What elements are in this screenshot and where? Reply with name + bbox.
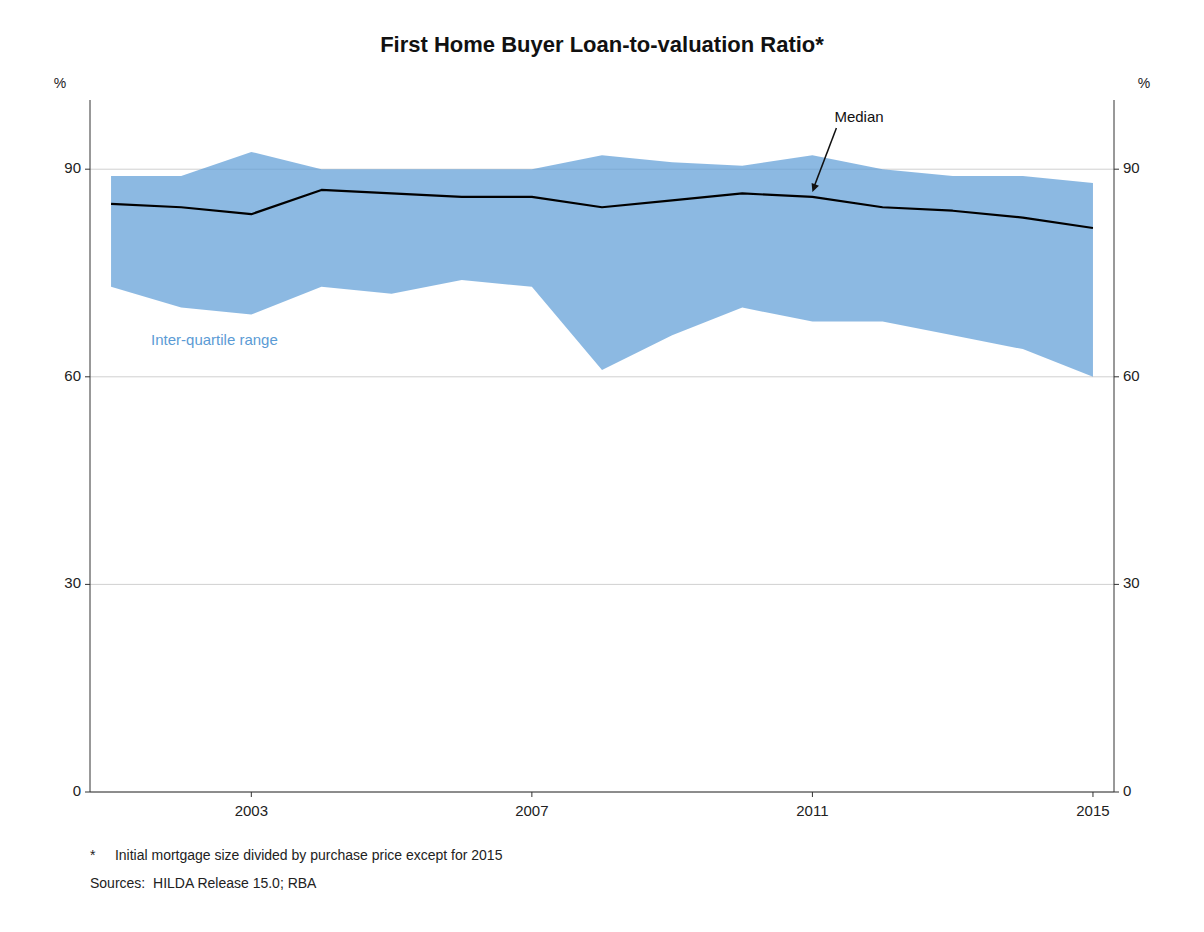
x-tick-label: 2003 (235, 802, 268, 819)
footnote: Sources: HILDA Release 15.0; RBA (90, 875, 317, 891)
median-annotation: Median (834, 108, 883, 125)
page: {"chart_data": { "type": "line", "title"… (0, 0, 1204, 932)
y2-axis-line (1114, 100, 1115, 792)
y-tick (85, 584, 90, 585)
footnote: * Initial mortgage size divided by purch… (90, 847, 503, 863)
annotation-arrow (814, 128, 836, 186)
y-axis-label: % (54, 75, 66, 91)
y2-tick-label: 0 (1123, 782, 1131, 799)
y2-axis-label: % (1138, 75, 1150, 91)
annotations: Median Inter-quartile range (151, 108, 884, 348)
grid-line (90, 584, 1114, 585)
y2-tick (1114, 584, 1119, 585)
y-tick-label: 30 (64, 574, 81, 591)
x-tick-label: 2011 (796, 802, 828, 819)
chart: 0 30 60 90 0 30 60 90 2003 2007 2011 2015%% First Ho… (0, 0, 1204, 932)
iqr-label: Inter-quartile range (151, 331, 278, 348)
y2-tick (1114, 169, 1119, 170)
title: First Home Buyer Loan-to-valuation Ratio… (380, 32, 824, 57)
y-tick-label: 0 (73, 782, 81, 799)
y2-tick-label: 60 (1123, 367, 1140, 384)
y-axis-line (90, 100, 91, 792)
grid-line (90, 376, 1114, 377)
y-tick (85, 792, 90, 793)
axes: 0 30 60 90 0 30 60 90 2003 2007 2011 2015 (64, 100, 1139, 819)
y-tick (85, 376, 90, 377)
x-tick-label: 2007 (515, 802, 548, 819)
annotation-arrowhead (812, 183, 819, 192)
plot-data (111, 152, 1093, 377)
x-tick (812, 792, 813, 797)
x-tick (1092, 792, 1093, 797)
y-tick (85, 169, 90, 170)
x-tick-label: 2015 (1076, 802, 1109, 819)
median-line (111, 190, 1093, 228)
x-tick (251, 792, 252, 797)
iqr-band (111, 152, 1093, 377)
grid-line (90, 792, 1114, 793)
x-axis-line (90, 792, 1114, 793)
y2-tick-label: 30 (1123, 574, 1140, 591)
y2-tick (1114, 376, 1119, 377)
x-tick (531, 792, 532, 797)
y-tick-label: 60 (64, 367, 81, 384)
y2-tick (1114, 792, 1119, 793)
y-tick-label: 90 (64, 159, 81, 176)
y2-tick-label: 90 (1123, 159, 1140, 176)
